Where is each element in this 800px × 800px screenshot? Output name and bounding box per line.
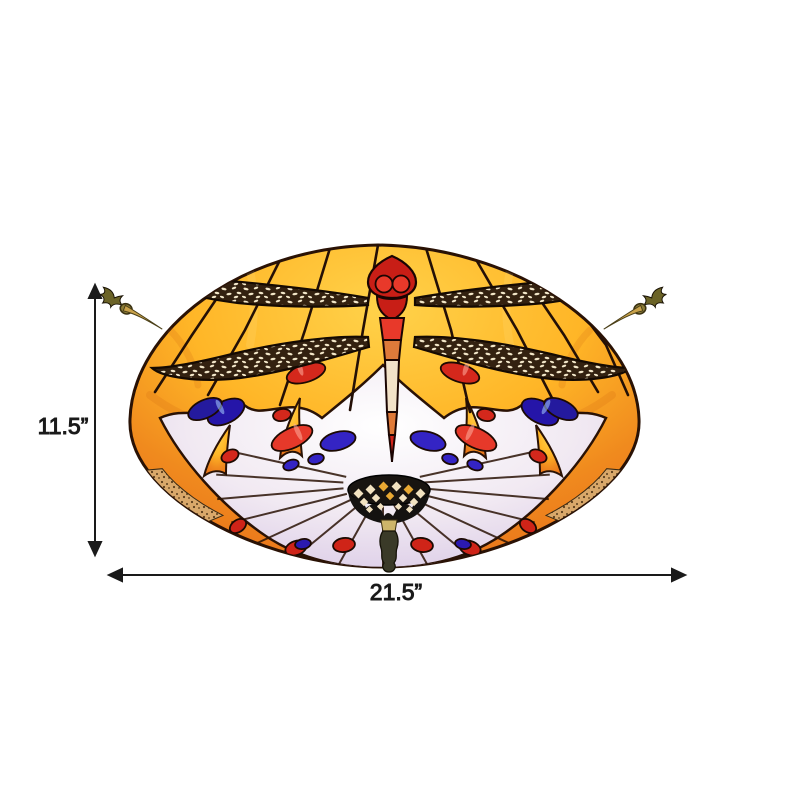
svg-text:11.5”: 11.5” <box>38 413 89 439</box>
svg-text:21.5”: 21.5” <box>370 579 422 605</box>
